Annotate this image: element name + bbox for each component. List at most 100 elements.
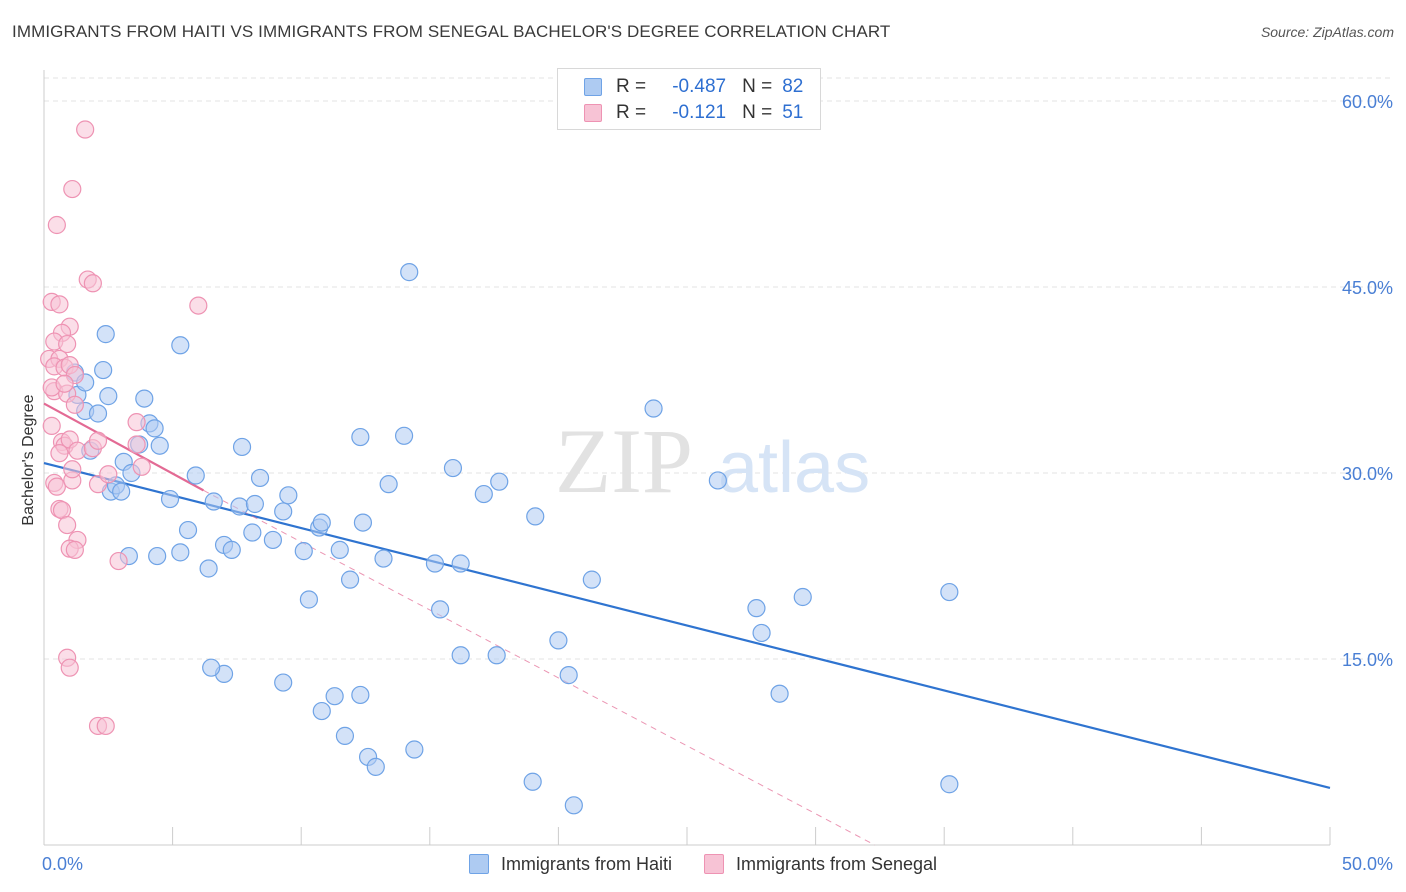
data-point (204, 492, 223, 511)
data-point (83, 274, 102, 293)
data-point (351, 427, 370, 447)
data-point (425, 554, 445, 573)
trend-line-series-0 (43, 462, 1331, 790)
data-point (171, 543, 190, 562)
haiti-legend-label: Immigrants from Haiti (500, 853, 672, 874)
data-point (47, 215, 66, 235)
data-point (564, 796, 583, 815)
legend-item-haiti[interactable]: Immigrants from Haiti (468, 853, 672, 875)
data-point (644, 399, 663, 418)
senegal-r-value: -0.121 (672, 102, 727, 123)
data-point (708, 471, 727, 490)
data-point (145, 419, 164, 438)
data-point (250, 468, 270, 488)
watermark-zip: ZIP (555, 410, 693, 512)
data-point (65, 395, 84, 414)
data-point (245, 494, 265, 514)
data-point (793, 587, 812, 607)
data-points (40, 120, 959, 815)
data-point (96, 716, 115, 736)
senegal-n-value: 51 (782, 102, 804, 123)
correlation-legend: R = -0.487 N = 82 R = -0.121 N = 51 (557, 68, 821, 130)
data-point (171, 336, 190, 355)
watermark-atlas: atlas (718, 428, 870, 508)
data-point (186, 466, 205, 485)
data-point (400, 263, 419, 282)
data-point (99, 465, 118, 484)
data-point (770, 684, 789, 703)
chart-source: Source: ZipAtlas.com (1260, 24, 1394, 40)
haiti-swatch (584, 78, 602, 96)
data-point (150, 436, 169, 455)
data-point (366, 757, 385, 776)
y-tick-label: 45.0% (1342, 278, 1393, 298)
data-point (135, 389, 154, 408)
haiti-r-label: R = (616, 76, 647, 97)
x-tick-label-min: 0.0% (42, 854, 83, 874)
data-point (76, 120, 95, 139)
data-point (230, 497, 249, 516)
data-point (232, 437, 252, 457)
trend-lines (43, 402, 1331, 846)
data-point (60, 658, 79, 677)
data-point (94, 360, 113, 380)
data-point (430, 600, 450, 619)
data-point (274, 673, 293, 692)
data-point (58, 515, 77, 535)
senegal-r-label: R = (616, 102, 647, 123)
data-point (65, 540, 84, 559)
trend-line-extension (203, 489, 875, 846)
data-point (50, 444, 69, 463)
data-point (178, 520, 198, 540)
data-point (443, 458, 463, 478)
legend-row-senegal: R = -0.121 N = 51 (584, 101, 803, 125)
data-point (109, 551, 128, 571)
senegal-legend-swatch (703, 854, 724, 874)
legend-row-haiti: R = -0.487 N = 82 (584, 75, 803, 99)
data-point (279, 486, 298, 505)
senegal-swatch (584, 104, 602, 122)
data-point (63, 460, 82, 479)
data-point (940, 775, 959, 794)
data-point (63, 179, 82, 199)
data-point (523, 772, 542, 791)
data-point (202, 658, 221, 677)
data-point (299, 590, 319, 609)
legend-item-senegal[interactable]: Immigrants from Senegal (703, 853, 938, 875)
y-tick-label: 60.0% (1342, 92, 1393, 112)
data-point (405, 740, 424, 759)
data-point (312, 701, 331, 721)
data-point (379, 475, 398, 494)
data-point (340, 570, 360, 589)
haiti-n-value: 82 (782, 76, 804, 97)
data-point (243, 523, 262, 542)
data-point (189, 296, 208, 315)
data-point (312, 513, 331, 532)
data-point (353, 513, 373, 532)
data-point (148, 546, 167, 566)
data-point (559, 666, 578, 685)
y-tick-labels: 15.0% 30.0% 45.0% 60.0% (1342, 92, 1393, 670)
data-point (394, 426, 414, 445)
data-point (127, 413, 146, 432)
data-point (451, 646, 470, 665)
gridlines (44, 77, 1392, 660)
y-tick-label: 15.0% (1342, 650, 1393, 670)
trend-line-series-1 (43, 402, 204, 492)
data-point (88, 431, 108, 450)
y-tick-label: 30.0% (1342, 464, 1393, 484)
x-ticks (43, 827, 1331, 845)
data-point (222, 540, 241, 559)
data-point (940, 582, 959, 602)
senegal-legend-label: Immigrants from Senegal (735, 853, 938, 874)
data-point (55, 374, 74, 393)
data-point (526, 507, 545, 526)
data-point (99, 387, 118, 406)
data-point (96, 325, 115, 344)
data-point (330, 540, 349, 559)
x-tick-label-max: 50.0% (1342, 854, 1393, 874)
data-point (549, 631, 568, 650)
series-0-points (65, 263, 959, 815)
haiti-r-value: -0.487 (672, 76, 727, 97)
